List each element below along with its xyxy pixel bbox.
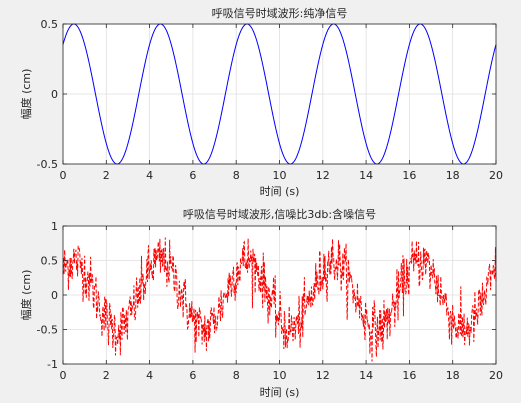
x-tick-label: 12 xyxy=(316,169,330,182)
x-tick-label: 14 xyxy=(359,169,373,182)
x-tick-label: 16 xyxy=(402,369,416,382)
y-tick-label: 1 xyxy=(51,220,58,233)
series-line xyxy=(62,23,497,165)
x-tick-label: 10 xyxy=(273,369,287,382)
x-axis-label: 时间 (s) xyxy=(260,386,300,399)
x-tick-label: 8 xyxy=(233,369,240,382)
x-tick-label: 12 xyxy=(316,369,330,382)
series-clean-signal xyxy=(62,23,497,165)
x-tick-label: 4 xyxy=(146,369,153,382)
x-tick-label: 6 xyxy=(189,169,196,182)
x-tick-label: 2 xyxy=(103,369,110,382)
y-tick-label: -0.5 xyxy=(37,324,58,337)
x-tick-label: 20 xyxy=(489,369,503,382)
x-tick-label: 16 xyxy=(402,169,416,182)
x-axis-label: 时间 (s) xyxy=(260,185,300,198)
y-tick-label: -1 xyxy=(47,358,58,371)
series-line xyxy=(62,237,497,362)
x-tick-label: 14 xyxy=(359,369,373,382)
series-noisy-signal xyxy=(62,237,497,362)
y-axis-label: 幅度 (cm) xyxy=(19,69,33,120)
x-tick-label: 20 xyxy=(489,169,503,182)
x-tick-label: 10 xyxy=(273,169,287,182)
chart-title: 呼吸信号时域波形:纯净信号 xyxy=(212,6,348,20)
ticks: 0 2 4 6 8 10 12 14 16 18 20 -1 -0.5 0 0.5 1 xyxy=(37,220,503,382)
x-tick-label: 0 xyxy=(60,369,67,382)
y-tick-label: 0.5 xyxy=(41,18,59,31)
x-tick-label: 2 xyxy=(103,169,110,182)
x-tick-label: 4 xyxy=(146,169,153,182)
axes-noisy-signal[interactable]: 0 2 4 6 8 10 12 14 16 18 20 -1 -0.5 0 0.5 1 呼吸信号时域波形,信噪… xyxy=(19,207,503,399)
x-tick-label: 6 xyxy=(189,369,196,382)
x-tick-label: 0 xyxy=(60,169,67,182)
x-tick-label: 18 xyxy=(446,369,460,382)
y-tick-label: 0 xyxy=(51,88,58,101)
y-tick-label: -0.5 xyxy=(37,158,58,171)
y-axis-label: 幅度 (cm) xyxy=(19,270,33,321)
chart-title: 呼吸信号时域波形,信噪比3db:含噪信号 xyxy=(183,207,376,221)
x-tick-label: 8 xyxy=(233,169,240,182)
axes-clean-signal[interactable]: 0 2 4 6 8 10 12 14 16 18 20-0.500.5 呼吸信号时域波形:纯净信号 … xyxy=(19,6,503,198)
y-tick-label: 0.5 xyxy=(41,255,59,268)
y-tick-label: 0 xyxy=(51,289,58,302)
x-tick-label: 18 xyxy=(446,169,460,182)
ticks: 0 2 4 6 8 10 12 14 16 18 20-0.500.5 xyxy=(37,18,503,182)
